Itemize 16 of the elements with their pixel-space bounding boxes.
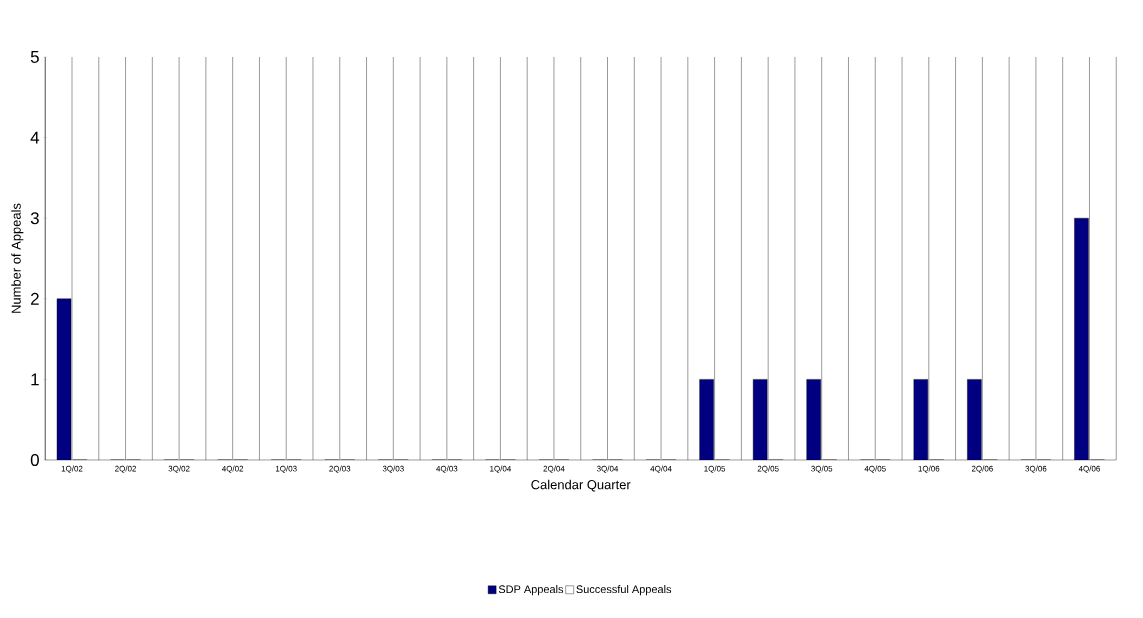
bar — [913, 379, 928, 460]
y-tick-label: 4 — [30, 131, 40, 144]
y-tick-label: 3 — [30, 212, 39, 225]
x-axis-title: Calendar Quarter — [531, 479, 631, 492]
y-tick-label: 0 — [30, 453, 39, 466]
legend-label: SDP Appeals — [498, 585, 564, 596]
y-tick-label: 5 — [30, 51, 39, 63]
y-tick-label: 1 — [31, 373, 39, 386]
bar — [753, 379, 768, 460]
y-axis-title: Number of Appeals — [11, 203, 24, 313]
bar — [1074, 217, 1089, 460]
bar — [806, 379, 821, 460]
legend-label: Successful Appeals — [576, 585, 672, 596]
y-tick-label: 2 — [31, 292, 39, 305]
bar — [967, 379, 982, 460]
bar — [699, 379, 714, 460]
